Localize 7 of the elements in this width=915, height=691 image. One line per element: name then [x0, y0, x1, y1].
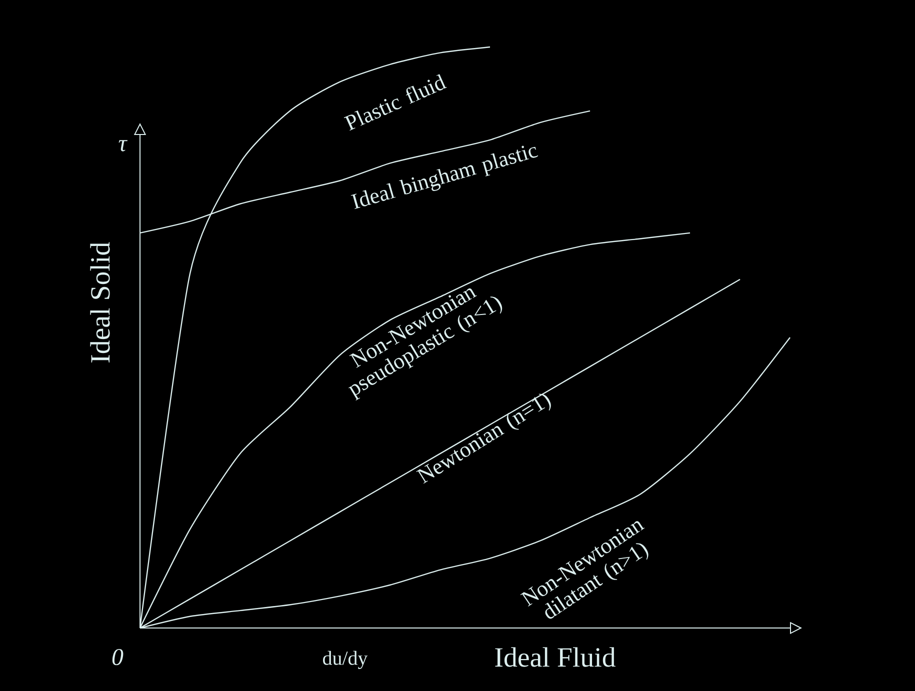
- text: du/dy: [323, 650, 368, 670]
- text: Plastic fluid: [344, 74, 447, 131]
- text: Ideal bingham plastic: [350, 146, 538, 210]
- text: τ: [118, 140, 128, 152]
- text: 0: [112, 648, 124, 666]
- y-axis-title: Ideal Solid: [90, 242, 110, 362]
- x-axis-title: Ideal Fluid: [495, 647, 616, 667]
